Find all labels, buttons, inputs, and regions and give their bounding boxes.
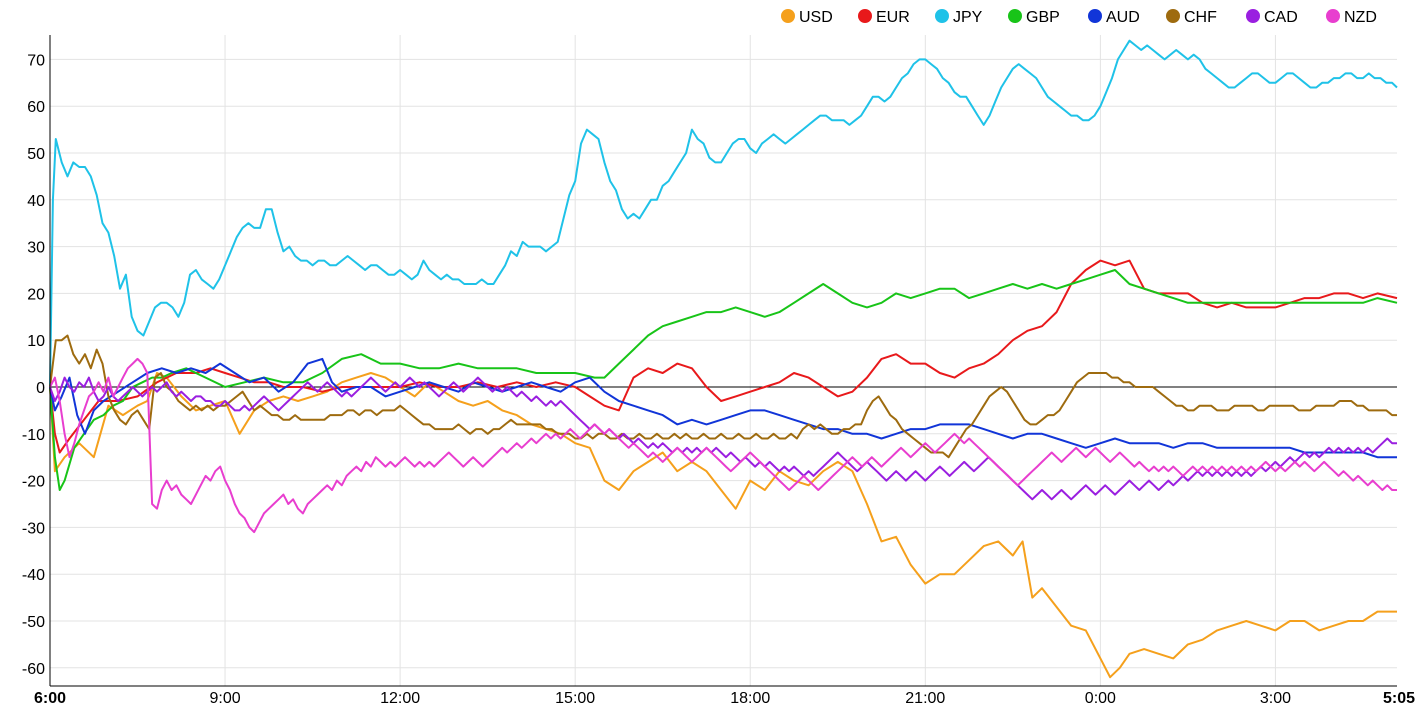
series-line-cad <box>49 376 1397 501</box>
legend-item-eur[interactable]: EUR <box>858 9 910 26</box>
x-tick-label: 5:05 <box>1383 690 1415 707</box>
y-tick-label: 0 <box>36 380 45 397</box>
legend-marker <box>1166 9 1180 23</box>
y-tick-label: -10 <box>22 427 45 444</box>
y-tick-label: -30 <box>22 520 45 537</box>
x-tick-label: 18:00 <box>730 690 770 707</box>
x-tick-label: 3:00 <box>1260 690 1291 707</box>
series-line-nzd <box>49 357 1397 534</box>
legend-marker <box>1008 9 1022 23</box>
legend-marker <box>781 9 795 23</box>
y-tick-label: -20 <box>22 474 45 491</box>
y-tick-label: 70 <box>27 52 45 69</box>
x-axis-tick-labels: 6:00 9:00 12:00 15:00 18:00 21:00 0:00 3:00 5:05 <box>34 690 1415 707</box>
legend-label: CAD <box>1264 9 1298 26</box>
legend-marker <box>1088 9 1102 23</box>
legend-label: CHF <box>1184 9 1217 26</box>
legend-label: AUD <box>1106 9 1140 26</box>
series-lines <box>49 39 1398 679</box>
x-tick-label: 6:00 <box>34 690 66 707</box>
legend-label: JPY <box>953 9 983 26</box>
legend-label: NZD <box>1344 9 1377 26</box>
x-tick-label: 15:00 <box>555 690 595 707</box>
legend-item-chf[interactable]: CHF <box>1166 9 1217 26</box>
legend-label: EUR <box>876 9 910 26</box>
x-tick-label: 0:00 <box>1085 690 1116 707</box>
x-tick-label: 12:00 <box>380 690 420 707</box>
y-tick-label: -50 <box>22 614 45 631</box>
legend-item-gbp[interactable]: GBP <box>1008 9 1060 26</box>
legend[interactable]: USD EUR JPY GBP AUD CHF CAD NZD <box>781 9 1377 26</box>
legend-marker <box>1246 9 1260 23</box>
series-line-aud <box>49 357 1397 459</box>
legend-item-nzd[interactable]: NZD <box>1326 9 1377 26</box>
y-tick-label: 40 <box>27 193 45 210</box>
y-tick-label: 10 <box>27 333 45 350</box>
series-line-chf <box>49 334 1397 459</box>
y-tick-label: 50 <box>27 146 45 163</box>
legend-marker <box>935 9 949 23</box>
y-tick-label: 20 <box>27 286 45 303</box>
axes <box>49 35 1397 687</box>
legend-label: GBP <box>1026 9 1060 26</box>
x-tick-label: 21:00 <box>905 690 945 707</box>
legend-marker <box>1326 9 1340 23</box>
series-line-jpy <box>49 39 1398 388</box>
legend-label: USD <box>799 9 833 26</box>
series-line-gbp <box>49 269 1398 491</box>
grid-lines <box>50 35 1397 686</box>
legend-item-jpy[interactable]: JPY <box>935 9 983 26</box>
series-line-eur <box>49 259 1398 454</box>
y-tick-label: -40 <box>22 567 45 584</box>
legend-item-aud[interactable]: AUD <box>1088 9 1140 26</box>
y-tick-label: -60 <box>22 661 45 678</box>
y-axis-tick-labels: 70 60 50 40 30 20 10 0 -10 -20 -30 -40 -50 -60 <box>22 52 45 677</box>
y-tick-label: 60 <box>27 99 45 116</box>
legend-item-usd[interactable]: USD <box>781 9 833 26</box>
legend-item-cad[interactable]: CAD <box>1246 9 1298 26</box>
y-tick-label: 30 <box>27 240 45 257</box>
legend-marker <box>858 9 872 23</box>
x-tick-label: 9:00 <box>209 690 240 707</box>
